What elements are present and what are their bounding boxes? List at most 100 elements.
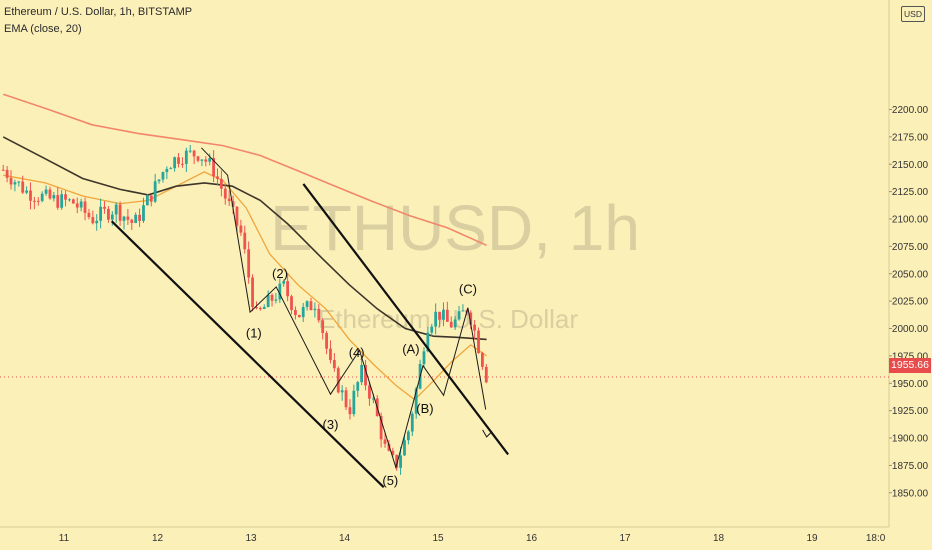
candle-body bbox=[173, 157, 177, 169]
price-tick-label: 2100.00 bbox=[892, 215, 929, 226]
candle-body bbox=[204, 159, 208, 162]
wave-label: (4) bbox=[349, 345, 365, 360]
candle-body bbox=[364, 364, 367, 386]
time-tick-label: 18 bbox=[713, 533, 725, 544]
candle-body bbox=[371, 398, 375, 400]
candle-body bbox=[379, 415, 383, 440]
price-tick-label: 1875.00 bbox=[892, 461, 929, 472]
candle-body bbox=[149, 195, 153, 202]
candle-body bbox=[399, 455, 402, 468]
candle-body bbox=[153, 181, 157, 202]
candle-body bbox=[430, 326, 434, 333]
candle-body bbox=[21, 181, 25, 193]
candle-body bbox=[235, 206, 239, 226]
candle-body bbox=[442, 309, 445, 320]
candle-body bbox=[278, 283, 282, 300]
candle-body bbox=[449, 321, 453, 328]
candle-body bbox=[469, 312, 473, 325]
candle-body bbox=[87, 212, 91, 218]
candle-body bbox=[48, 189, 52, 199]
time-tick-label: 12 bbox=[152, 533, 164, 544]
symbol-title[interactable]: Ethereum / U.S. Dollar, 1h, BITSTAMP bbox=[4, 6, 193, 18]
price-tick-label: 2175.00 bbox=[892, 132, 929, 143]
candle-body bbox=[426, 332, 430, 352]
time-tick-label: 18:0 bbox=[866, 533, 886, 544]
candle-body bbox=[56, 195, 60, 208]
candle-body bbox=[142, 205, 145, 221]
candle-body bbox=[29, 190, 32, 201]
time-tick-label: 17 bbox=[619, 533, 631, 544]
candle-body bbox=[200, 159, 204, 161]
candle-body bbox=[348, 407, 352, 415]
wave-label: (5) bbox=[382, 473, 398, 488]
candle-body bbox=[313, 308, 317, 311]
time-tick-label: 19 bbox=[806, 533, 818, 544]
arrowhead bbox=[482, 429, 492, 438]
candle-body bbox=[360, 364, 364, 383]
candle-body bbox=[208, 158, 212, 162]
candle-body bbox=[9, 177, 13, 185]
candle-body bbox=[75, 203, 79, 208]
candle-body bbox=[17, 181, 21, 183]
time-tick-label: 16 bbox=[526, 533, 538, 544]
candle-body bbox=[184, 150, 188, 164]
candle-body bbox=[165, 168, 169, 173]
candle-body bbox=[25, 190, 28, 193]
price-tick-label: 2025.00 bbox=[892, 297, 929, 308]
candle-body bbox=[114, 204, 118, 215]
candle-body bbox=[110, 214, 114, 220]
time-tick-label: 15 bbox=[432, 533, 444, 544]
candle-body bbox=[305, 301, 309, 307]
candle-body bbox=[297, 314, 301, 318]
candle-body bbox=[286, 281, 290, 297]
candle-body bbox=[352, 390, 356, 415]
price-tick-label: 2200.00 bbox=[892, 105, 929, 116]
candle-body bbox=[99, 206, 103, 221]
candle-body bbox=[60, 194, 64, 208]
ma-line-3 bbox=[2, 93, 487, 247]
candle-body bbox=[181, 163, 184, 165]
candle-body bbox=[36, 200, 40, 202]
wave-label: (B) bbox=[416, 401, 433, 416]
candle-body bbox=[251, 277, 254, 308]
candle-body bbox=[481, 353, 484, 367]
candle-body bbox=[457, 311, 461, 320]
candle-body bbox=[270, 294, 274, 301]
candle-body bbox=[294, 309, 297, 315]
candle-body bbox=[356, 382, 360, 391]
candle-body bbox=[177, 157, 180, 164]
candle-body bbox=[344, 390, 348, 408]
candle-body bbox=[138, 214, 141, 221]
candle-body bbox=[239, 225, 243, 233]
price-tick-label: 1925.00 bbox=[892, 406, 929, 417]
candle-body bbox=[255, 307, 258, 309]
candle-body bbox=[216, 176, 219, 179]
price-tick-label: 2000.00 bbox=[892, 324, 929, 335]
price-tick-label: 1950.00 bbox=[892, 379, 929, 390]
candle-body bbox=[422, 351, 426, 364]
candle-body bbox=[453, 319, 457, 328]
wave-label: (C) bbox=[459, 281, 477, 296]
candle-body bbox=[445, 309, 449, 322]
candle-body bbox=[477, 330, 480, 354]
price-tick-label: 2125.00 bbox=[892, 187, 929, 198]
wave-label: (3) bbox=[323, 417, 339, 432]
wave-label: (A) bbox=[402, 342, 419, 357]
wave-line bbox=[201, 147, 487, 470]
candle-body bbox=[247, 249, 251, 278]
wave-label: (1) bbox=[246, 325, 262, 340]
candle-body bbox=[262, 307, 266, 309]
candle-body bbox=[79, 201, 83, 208]
time-tick-label: 13 bbox=[245, 533, 257, 544]
currency-badge[interactable]: USD bbox=[901, 6, 925, 22]
candle-body bbox=[71, 199, 75, 204]
price-tick-label: 1975.00 bbox=[892, 351, 929, 362]
time-tick-label: 11 bbox=[59, 533, 70, 544]
candle-body bbox=[227, 198, 231, 202]
candle-body bbox=[212, 158, 215, 177]
channel-line bbox=[110, 220, 385, 489]
candle-body bbox=[438, 311, 441, 320]
indicator-label[interactable]: EMA (close, 20) bbox=[4, 23, 82, 35]
